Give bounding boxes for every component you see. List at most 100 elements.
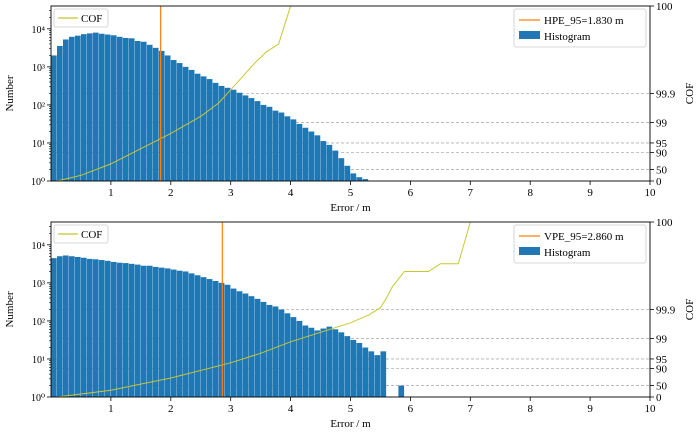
x-tick-label: 8: [527, 403, 533, 415]
right-tick-label: 90: [656, 147, 668, 159]
histogram-bar: [230, 89, 237, 181]
histogram-bar: [176, 270, 183, 397]
histogram-bar: [212, 82, 219, 181]
histogram-bar: [74, 257, 81, 397]
y-tick-label: 10⁰: [31, 177, 45, 188]
histogram-bar: [80, 257, 87, 397]
x-tick-label: 5: [348, 187, 354, 199]
x-tick-label: 10: [645, 187, 657, 199]
histogram-bar: [56, 256, 63, 397]
histogram-bar: [362, 347, 369, 397]
histogram-bar: [110, 261, 117, 397]
histogram-bar: [296, 123, 303, 181]
histogram-bar: [218, 85, 225, 181]
histogram-bar: [68, 36, 75, 181]
histogram-bar: [182, 271, 189, 397]
histogram-bar: [128, 263, 135, 397]
histogram-bar: [86, 258, 93, 397]
histogram-bar: [206, 279, 213, 397]
histogram-bar: [62, 39, 69, 182]
cof-curve: [56, 5, 292, 182]
histogram-bar: [164, 268, 171, 397]
histogram-bar: [266, 106, 273, 181]
legend-histogram-swatch: [519, 31, 540, 39]
histogram-bar: [266, 304, 273, 397]
legend-right-box: [513, 224, 647, 264]
y-axis-label: Number: [4, 291, 16, 327]
histogram-bar: [326, 144, 333, 181]
histogram-bar: [146, 265, 153, 397]
histogram-bar: [338, 158, 345, 181]
y-tick-label: 10³: [32, 279, 45, 290]
histogram-bar: [146, 44, 153, 181]
right-tick-label: 90: [656, 363, 668, 375]
right-axis-label: COF: [684, 83, 696, 104]
x-tick-label: 9: [587, 187, 593, 199]
histogram-bar: [350, 173, 357, 181]
histogram-bar: [51, 55, 57, 181]
histogram-bar: [278, 112, 285, 181]
histogram-bar: [122, 263, 129, 397]
histogram-bar: [272, 306, 279, 397]
histogram-bar: [350, 339, 357, 397]
histogram-bar: [260, 301, 267, 397]
histogram-bar: [296, 320, 303, 397]
histogram-bar: [212, 280, 219, 397]
x-tick-label: 2: [168, 187, 174, 199]
histogram-bar: [98, 33, 105, 181]
histogram-bar: [254, 101, 261, 181]
x-tick-label: 4: [288, 403, 294, 415]
x-tick-label: 7: [468, 403, 474, 415]
histogram-bar: [320, 328, 327, 397]
cof-curve: [56, 221, 471, 398]
histogram-bar: [278, 309, 285, 397]
histogram-bar: [170, 269, 177, 397]
histogram-bar: [152, 266, 159, 397]
histogram-bar: [356, 342, 363, 397]
right-tick-label: 100: [656, 1, 673, 13]
histogram-bar: [272, 110, 279, 181]
histogram-bar: [158, 50, 165, 182]
histogram-bar: [260, 104, 267, 181]
histogram-bar: [194, 73, 201, 181]
histogram-bar: [110, 35, 117, 181]
legend-right: HPE_95=1.830 m Histogram: [513, 8, 647, 48]
histogram-bar: [362, 179, 369, 181]
histogram-bar: [98, 260, 105, 397]
histogram-bar: [314, 330, 321, 397]
histogram-bar: [62, 255, 69, 397]
x-axis-label: Error / m: [330, 202, 371, 214]
histogram-bar: [116, 262, 123, 397]
x-axis-label: Error / m: [330, 418, 371, 430]
x-tick-label: 8: [527, 187, 533, 199]
histogram-bar: [356, 177, 363, 181]
histogram-bar: [206, 79, 213, 181]
histogram-bar: [92, 259, 99, 397]
right-tick-label: 99.9: [656, 305, 676, 317]
histogram-bar: [374, 355, 381, 397]
right-tick-label: 99.9: [656, 89, 676, 101]
histogram-bar: [218, 282, 225, 397]
y-tick-label: 10⁴: [32, 241, 46, 252]
histogram-bar: [398, 385, 405, 397]
histogram-bar: [338, 332, 345, 397]
right-tick-label: 95: [656, 138, 668, 150]
histogram-bar: [86, 33, 93, 182]
right-tick-label: 50: [656, 165, 668, 177]
histogram-bar: [332, 150, 339, 181]
histogram-bar: [170, 60, 177, 181]
histogram-bar: [290, 317, 297, 397]
y-tick-label: 10⁰: [31, 393, 45, 404]
x-tick-label: 3: [228, 187, 234, 199]
x-tick-label: 10: [645, 403, 657, 415]
x-tick-label: 4: [288, 187, 294, 199]
legend-left-box: [53, 224, 109, 244]
histogram-bar: [224, 284, 231, 397]
histogram-bar: [236, 291, 243, 397]
histogram-bar: [314, 135, 321, 181]
histogram-bar: [80, 34, 87, 181]
legend-left-box: [53, 8, 109, 28]
histogram-bar: [332, 329, 339, 397]
right-tick-label: 99: [656, 117, 668, 129]
